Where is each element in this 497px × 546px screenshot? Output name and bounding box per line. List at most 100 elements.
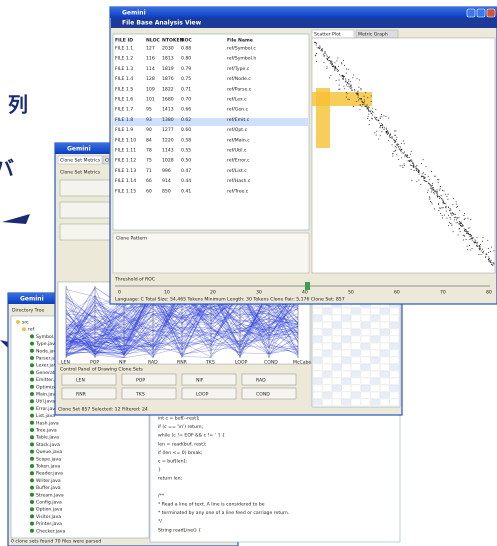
scatter-dot — [321, 50, 323, 52]
table-cell-bg — [351, 349, 361, 357]
scatter-dot — [339, 74, 340, 76]
metric-button[interactable] — [61, 373, 117, 386]
code-line: */ — [158, 519, 162, 525]
tree-item: Lexer.java — [36, 363, 59, 369]
table-cell-bg — [380, 356, 390, 364]
scatter-dot — [456, 206, 457, 208]
scatter-dot — [470, 219, 472, 220]
table-cell-bg — [351, 342, 361, 350]
table-cell-bg — [322, 384, 332, 392]
tree-item: Token.java — [35, 464, 60, 470]
scatter-dot — [404, 155, 406, 157]
table-cell-bg — [341, 356, 351, 364]
scatter-dot — [395, 141, 397, 143]
table-cell: 0.79 — [181, 66, 191, 72]
button-label: NIF — [196, 378, 204, 384]
scatter-dot — [413, 163, 415, 165]
scatter-dot — [364, 99, 366, 101]
scatter-dot — [469, 239, 471, 240]
scatter-dot — [396, 144, 398, 146]
metric-button[interactable] — [61, 387, 117, 400]
button-label: LOOP — [196, 392, 209, 398]
metric-button[interactable] — [241, 373, 297, 386]
scatter-dot — [457, 234, 459, 236]
metric-button[interactable] — [181, 387, 237, 400]
scatter-dot — [368, 111, 370, 112]
scatter-dot — [345, 80, 347, 82]
metric-button[interactable] — [241, 387, 297, 400]
scatter-dot — [323, 55, 325, 57]
scatter-dot — [415, 167, 417, 169]
metric-button[interactable] — [121, 373, 177, 386]
scatter-dot — [433, 189, 435, 191]
scatter-dot — [404, 151, 405, 153]
window-title: Gemini — [122, 10, 146, 17]
table-cell: FILE 1.9 — [115, 127, 133, 133]
tree-icon — [30, 420, 34, 425]
tree-item: Table.java — [35, 435, 59, 441]
tree-icon — [30, 341, 34, 346]
scatter-dot — [339, 88, 341, 90]
table-cell-bg — [389, 349, 399, 357]
tree-icon — [30, 528, 34, 533]
tree-item: Emitter.java — [36, 377, 64, 383]
scatter-dot — [330, 60, 331, 62]
slider-thumb[interactable] — [305, 282, 310, 290]
table-cell: 0.55 — [181, 148, 191, 154]
scatter-dot — [438, 207, 440, 209]
tree-item: Parser.java — [36, 356, 61, 362]
scatter-dot — [388, 117, 390, 119]
table-cell: 1277 — [162, 127, 174, 133]
table-cell-bg — [380, 342, 390, 350]
tree-icon — [30, 471, 34, 476]
scatter-dot — [365, 92, 367, 94]
scatter-dot — [372, 112, 374, 113]
scatter-dot — [446, 195, 448, 197]
scatter-dot — [325, 54, 327, 56]
tree-icon — [30, 334, 34, 339]
scatter-dot — [395, 149, 397, 151]
scatter-dot — [377, 120, 379, 121]
scatter-dot — [401, 148, 403, 150]
tree-icon — [30, 485, 34, 490]
scatter-dot — [488, 256, 490, 258]
table-cell-bg — [322, 349, 332, 357]
scatter-dot — [371, 117, 373, 119]
status-bar: 0 clone sets found 70 files were parsed — [11, 539, 101, 545]
table-cell-bg — [312, 356, 323, 364]
scatter-dot — [431, 203, 433, 205]
scatter-dot — [417, 169, 419, 171]
scatter-dot — [334, 62, 336, 64]
scatter-dot — [431, 170, 432, 172]
scatter-dot — [370, 110, 372, 112]
metric-button[interactable] — [121, 387, 177, 400]
table-cell-bg — [370, 321, 380, 329]
scatter-dot — [436, 195, 438, 196]
table-cell-bg — [351, 321, 361, 329]
scatter-dot — [489, 260, 491, 262]
scatter-dot — [357, 90, 359, 92]
scatter-dot — [379, 116, 381, 118]
scatter-dot — [336, 68, 338, 70]
metric-button[interactable] — [181, 373, 237, 386]
scatter-dot — [480, 253, 482, 255]
scatter-dot — [375, 109, 377, 111]
tree-icon — [30, 442, 34, 447]
scatter-dot — [423, 180, 425, 181]
scatter-dot — [347, 68, 349, 70]
coord-line — [65, 300, 299, 341]
table-cell: 0.44 — [181, 178, 191, 184]
table-cell: 0.88 — [181, 46, 191, 52]
table-cell: 114 — [146, 66, 155, 72]
scatter-dot — [449, 209, 451, 211]
code-line: int c = buf[--rest]; — [158, 416, 200, 422]
status-bar: Language: C Total Size: 54,465 Tokens Mi… — [115, 297, 345, 303]
scatter-dot — [430, 191, 432, 193]
scatter-dot — [408, 157, 410, 158]
scatter-dot — [471, 237, 473, 239]
scatter-dot — [315, 42, 316, 43]
slider-tick: 30 — [256, 290, 262, 296]
scatter-dot — [429, 197, 431, 199]
table-cell: 0.41 — [181, 188, 191, 194]
scatter-dot — [370, 112, 372, 114]
